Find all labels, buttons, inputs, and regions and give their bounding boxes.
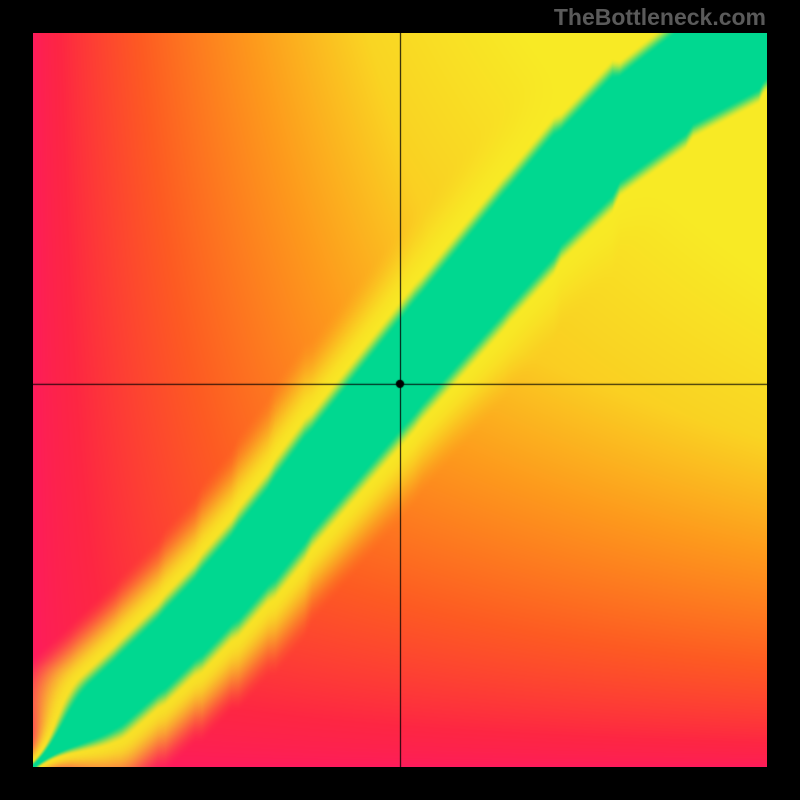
chart-container: TheBottleneck.com: [0, 0, 800, 800]
watermark-text: TheBottleneck.com: [554, 4, 766, 31]
bottleneck-heatmap: [33, 33, 767, 767]
